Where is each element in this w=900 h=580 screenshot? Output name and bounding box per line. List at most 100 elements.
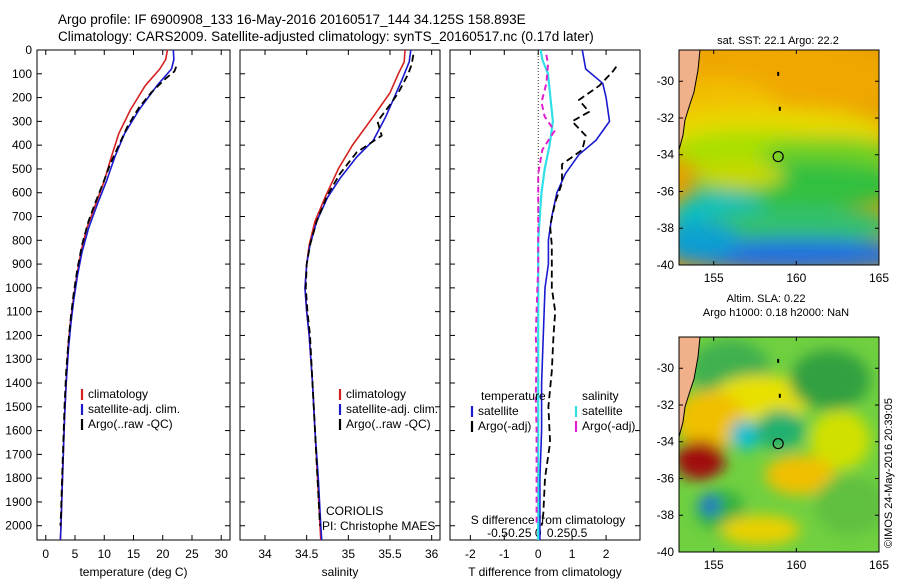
island-marker bbox=[777, 71, 780, 76]
temperature-series-argo bbox=[59, 66, 178, 526]
top-map-frame bbox=[678, 49, 880, 266]
temperature-x-tick-label: 10 bbox=[98, 547, 112, 561]
legend-label-climatology: climatology bbox=[88, 387, 148, 401]
bottom-map-lat-label: -32 bbox=[657, 398, 675, 412]
legend-label-s-sal_argo: Argo(-adj) bbox=[582, 419, 635, 433]
top-argo-location-marker bbox=[772, 150, 784, 163]
temperature-x-tick-label: 15 bbox=[127, 547, 141, 561]
bottom-map-lat-label: -36 bbox=[657, 471, 675, 485]
differences-x-tick-label: 1 bbox=[569, 547, 576, 561]
depth-tick-label: 1500 bbox=[5, 400, 32, 414]
panel-temperature: 0100200300400500600700800900100011001200… bbox=[5, 43, 231, 579]
depth-tick-label: 800 bbox=[12, 233, 32, 247]
depth-tick-label: 1700 bbox=[5, 447, 32, 461]
temperature-axes-frame bbox=[36, 49, 231, 541]
differences-series-argo bbox=[540, 66, 618, 526]
legend-label-argo: Argo(..raw -QC) bbox=[346, 417, 431, 431]
legend-title-temperature: temperature bbox=[481, 389, 546, 403]
top-map-axes: -30 -32 -34 -36 -38 -40 155 160 165 sat. SST: 22.… bbox=[657, 35, 890, 285]
bottom-map-lon-label: 165 bbox=[869, 558, 889, 572]
salinity-x-tick-label: 34 bbox=[258, 547, 272, 561]
salinity-x-tick-label: 34.5 bbox=[295, 547, 319, 561]
top-map-lat-label: -34 bbox=[657, 148, 675, 162]
legend-label-t-satellite: satellite bbox=[478, 404, 519, 418]
depth-tick-label: 1100 bbox=[6, 305, 32, 319]
differences-x-axis-label: T difference from climatology bbox=[468, 565, 622, 579]
salinity-series-satellite bbox=[304, 49, 412, 541]
legend-label-t-argo: Argo(-adj) bbox=[478, 419, 531, 433]
depth-tick-label: 1400 bbox=[5, 376, 32, 390]
panel-differences: -2 -1 0 1 2-0.5-0.25 0 0.25 0.5S difference fro… bbox=[449, 49, 641, 579]
panel-salinity: 34 34.5 35 35.5 36 salinity climatologysatelli… bbox=[239, 49, 441, 579]
differences-series-sal_argo bbox=[534, 54, 556, 526]
temperature-series-satellite bbox=[59, 49, 175, 541]
sst-map bbox=[679, 50, 879, 265]
header-line-1: Argo profile: IF 6900908_133 16-May-2016… bbox=[58, 12, 526, 27]
top-map-lat-label: -40 bbox=[657, 258, 675, 272]
top-map-lat-label: -32 bbox=[657, 111, 675, 125]
bottom-map-lat-label: -34 bbox=[657, 435, 675, 449]
depth-tick-label: 200 bbox=[12, 91, 32, 105]
island-marker bbox=[778, 106, 781, 111]
sla-map bbox=[679, 337, 879, 552]
temperature-x-axis-label: temperature (deg C) bbox=[79, 565, 187, 579]
salinity-axes-frame bbox=[239, 49, 441, 541]
depth-tick-label: 100 bbox=[12, 67, 32, 81]
top-map-lon-label: 160 bbox=[786, 271, 806, 285]
temperature-series-climatology bbox=[59, 49, 169, 541]
salinity-x-axis-label: salinity bbox=[322, 565, 359, 579]
depth-tick-label: 2000 bbox=[5, 519, 32, 533]
legend-label-satellite: satellite-adj. clim. bbox=[346, 402, 438, 416]
depth-tick-label: 700 bbox=[12, 210, 32, 224]
temperature-x-tick-label: 20 bbox=[156, 547, 170, 561]
imos-timestamp: ©IMOS 24-May-2016 20:39:05 bbox=[883, 398, 895, 548]
bottom-map-title2: Argo h1000: 0.18 h2000: NaN bbox=[703, 307, 849, 319]
legend-label-satellite: satellite-adj. clim. bbox=[88, 402, 180, 416]
top-map-lat-label: -30 bbox=[657, 74, 675, 88]
salinity-series-argo bbox=[304, 54, 415, 526]
temperature-x-tick-label: 25 bbox=[185, 547, 199, 561]
salinity-x-tick-label: 35.5 bbox=[378, 547, 402, 561]
header-line-2: Climatology: CARS2009. Satellite-adjuste… bbox=[58, 29, 594, 44]
top-map-lat-label: -36 bbox=[657, 184, 675, 198]
bottom-map-lon-label: 155 bbox=[704, 558, 724, 572]
bottom-map-lon-label: 160 bbox=[786, 558, 806, 572]
salinity-diff-axis-label: S difference from climatology bbox=[471, 513, 626, 527]
top-map-lat-label: -38 bbox=[657, 221, 675, 235]
depth-tick-label: 1200 bbox=[5, 328, 32, 342]
salinity-x-tick-label: 36 bbox=[425, 547, 439, 561]
legend-title-salinity: salinity bbox=[582, 389, 619, 403]
differences-x-tick-label: -1 bbox=[499, 547, 510, 561]
temperature-x-tick-label: 30 bbox=[215, 547, 229, 561]
salinity-diff-tick-label: 0.25 bbox=[547, 526, 571, 540]
annotation-line-0: CORIOLIS bbox=[326, 504, 383, 518]
differences-x-tick-label: 0 bbox=[535, 547, 542, 561]
top-map-title: sat. SST: 22.1 Argo: 22.2 bbox=[717, 35, 839, 47]
bottom-map-title1: Altim. SLA: 0.22 bbox=[727, 293, 806, 305]
bottom-map-axes: -30 -32 -34 -36 -38 -40 155 160 165 Altim. SLA: 0… bbox=[657, 293, 890, 572]
depth-tick-label: 1000 bbox=[5, 281, 32, 295]
top-map-lon-label: 155 bbox=[704, 271, 724, 285]
differences-axes-frame bbox=[449, 49, 641, 541]
top-map-lon-label: 165 bbox=[869, 271, 889, 285]
depth-tick-label: 900 bbox=[12, 257, 32, 271]
bottom-map-lat-label: -38 bbox=[657, 508, 675, 522]
salinity-diff-tick-label: -0.5 bbox=[487, 526, 508, 540]
bottom-map-lat-label: -30 bbox=[657, 361, 675, 375]
depth-tick-label: 1300 bbox=[5, 352, 32, 366]
annotation-line-1: PI: Christophe MAES bbox=[322, 519, 435, 533]
legend-label-argo: Argo(..raw -QC) bbox=[88, 417, 173, 431]
depth-tick-label: 1800 bbox=[5, 471, 32, 485]
salinity-series-climatology bbox=[304, 49, 406, 541]
salinity-x-tick-label: 35 bbox=[342, 547, 356, 561]
bottom-argo-location-marker bbox=[772, 437, 784, 450]
bottom-map-lat-label: -40 bbox=[657, 545, 675, 559]
legend-label-climatology: climatology bbox=[346, 387, 406, 401]
depth-tick-label: 600 bbox=[12, 186, 32, 200]
island-marker bbox=[777, 358, 780, 363]
bottom-map-frame bbox=[678, 336, 880, 553]
depth-tick-label: 1900 bbox=[5, 495, 32, 509]
differences-x-tick-label: -2 bbox=[465, 547, 476, 561]
